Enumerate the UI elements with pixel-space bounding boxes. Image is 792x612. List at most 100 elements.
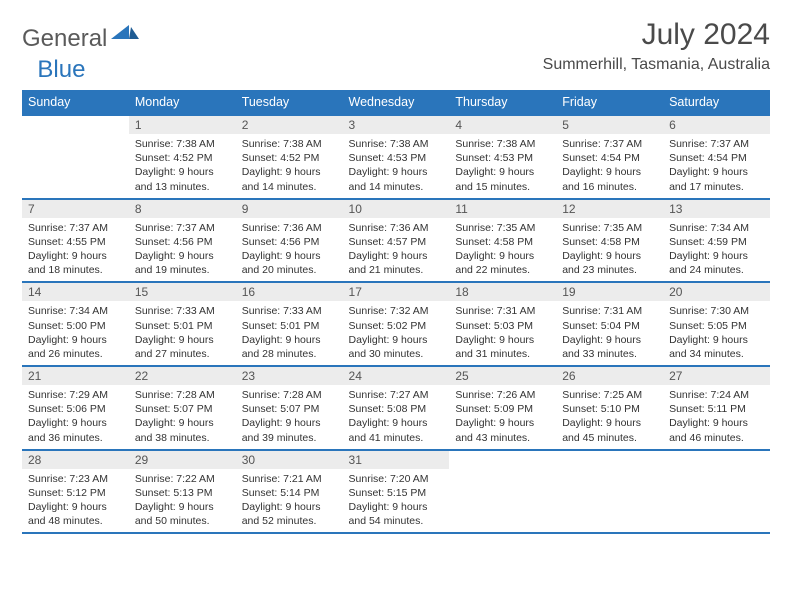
day-details: Sunrise: 7:37 AMSunset: 4:54 PMDaylight:… (556, 134, 663, 198)
day-detail-line: Sunrise: 7:28 AM (242, 388, 337, 402)
calendar-day-cell: 1Sunrise: 7:38 AMSunset: 4:52 PMDaylight… (129, 115, 236, 199)
day-detail-line: and 34 minutes. (669, 347, 764, 361)
day-detail-line: Sunrise: 7:36 AM (349, 221, 444, 235)
day-details: Sunrise: 7:27 AMSunset: 5:08 PMDaylight:… (343, 385, 450, 449)
day-detail-line: Daylight: 9 hours (455, 333, 550, 347)
calendar-week-row: 28Sunrise: 7:23 AMSunset: 5:12 PMDayligh… (22, 450, 770, 534)
month-title: July 2024 (543, 18, 770, 52)
day-details: Sunrise: 7:38 AMSunset: 4:52 PMDaylight:… (236, 134, 343, 198)
day-details: Sunrise: 7:23 AMSunset: 5:12 PMDaylight:… (22, 469, 129, 533)
day-detail-line: Sunset: 5:12 PM (28, 486, 123, 500)
logo-text-1: General (22, 25, 107, 53)
day-detail-line: Daylight: 9 hours (349, 249, 444, 263)
day-detail-line: and 14 minutes. (349, 180, 444, 194)
day-detail-line: Sunrise: 7:29 AM (28, 388, 123, 402)
day-detail-line: Sunrise: 7:33 AM (135, 304, 230, 318)
day-number: 7 (22, 200, 129, 218)
day-number: 14 (22, 283, 129, 301)
day-detail-line: Daylight: 9 hours (135, 500, 230, 514)
day-number: 24 (343, 367, 450, 385)
calendar-table: SundayMondayTuesdayWednesdayThursdayFrid… (22, 90, 770, 534)
day-detail-line: Sunrise: 7:38 AM (135, 137, 230, 151)
day-number: 20 (663, 283, 770, 301)
day-details: Sunrise: 7:35 AMSunset: 4:58 PMDaylight:… (449, 218, 556, 282)
day-number: 28 (22, 451, 129, 469)
day-detail-line: Sunrise: 7:22 AM (135, 472, 230, 486)
day-detail-line: and 33 minutes. (562, 347, 657, 361)
weekday-header: Thursday (449, 90, 556, 115)
day-detail-line: Sunset: 5:08 PM (349, 402, 444, 416)
day-detail-line: Sunset: 4:52 PM (242, 151, 337, 165)
day-detail-line: Sunset: 4:56 PM (135, 235, 230, 249)
calendar-day-cell: 10Sunrise: 7:36 AMSunset: 4:57 PMDayligh… (343, 199, 450, 283)
day-detail-line: Daylight: 9 hours (349, 500, 444, 514)
calendar-day-cell: 28Sunrise: 7:23 AMSunset: 5:12 PMDayligh… (22, 450, 129, 534)
calendar-day-cell: 4Sunrise: 7:38 AMSunset: 4:53 PMDaylight… (449, 115, 556, 199)
day-details: Sunrise: 7:37 AMSunset: 4:55 PMDaylight:… (22, 218, 129, 282)
calendar-day-cell: 7Sunrise: 7:37 AMSunset: 4:55 PMDaylight… (22, 199, 129, 283)
day-number: 26 (556, 367, 663, 385)
day-details: Sunrise: 7:32 AMSunset: 5:02 PMDaylight:… (343, 301, 450, 365)
logo-text-2: Blue (37, 56, 85, 84)
day-detail-line: Daylight: 9 hours (349, 165, 444, 179)
day-details: Sunrise: 7:26 AMSunset: 5:09 PMDaylight:… (449, 385, 556, 449)
day-detail-line: and 13 minutes. (135, 180, 230, 194)
day-details: Sunrise: 7:38 AMSunset: 4:53 PMDaylight:… (449, 134, 556, 198)
calendar-day-cell: 29Sunrise: 7:22 AMSunset: 5:13 PMDayligh… (129, 450, 236, 534)
day-details: Sunrise: 7:37 AMSunset: 4:56 PMDaylight:… (129, 218, 236, 282)
day-detail-line: and 28 minutes. (242, 347, 337, 361)
day-details: Sunrise: 7:30 AMSunset: 5:05 PMDaylight:… (663, 301, 770, 365)
day-detail-line: and 50 minutes. (135, 514, 230, 528)
day-detail-line: Sunrise: 7:26 AM (455, 388, 550, 402)
day-detail-line: Sunrise: 7:31 AM (455, 304, 550, 318)
day-detail-line: Sunset: 4:53 PM (455, 151, 550, 165)
day-details: Sunrise: 7:22 AMSunset: 5:13 PMDaylight:… (129, 469, 236, 533)
weekday-header: Wednesday (343, 90, 450, 115)
day-detail-line: Daylight: 9 hours (135, 416, 230, 430)
day-detail-line: Sunrise: 7:35 AM (455, 221, 550, 235)
day-details: Sunrise: 7:33 AMSunset: 5:01 PMDaylight:… (236, 301, 343, 365)
calendar-day-cell: 22Sunrise: 7:28 AMSunset: 5:07 PMDayligh… (129, 366, 236, 450)
day-details: Sunrise: 7:38 AMSunset: 4:52 PMDaylight:… (129, 134, 236, 198)
day-number: 29 (129, 451, 236, 469)
day-number: 13 (663, 200, 770, 218)
day-detail-line: Sunrise: 7:37 AM (669, 137, 764, 151)
day-detail-line: Sunrise: 7:38 AM (349, 137, 444, 151)
day-number: 27 (663, 367, 770, 385)
day-detail-line: and 14 minutes. (242, 180, 337, 194)
day-details: Sunrise: 7:36 AMSunset: 4:56 PMDaylight:… (236, 218, 343, 282)
day-details: Sunrise: 7:25 AMSunset: 5:10 PMDaylight:… (556, 385, 663, 449)
weekday-header: Sunday (22, 90, 129, 115)
weekday-header: Tuesday (236, 90, 343, 115)
day-detail-line: and 22 minutes. (455, 263, 550, 277)
day-detail-line: Sunset: 5:01 PM (242, 319, 337, 333)
day-detail-line: and 17 minutes. (669, 180, 764, 194)
day-details: Sunrise: 7:35 AMSunset: 4:58 PMDaylight:… (556, 218, 663, 282)
day-detail-line: Daylight: 9 hours (28, 500, 123, 514)
calendar-day-cell: 9Sunrise: 7:36 AMSunset: 4:56 PMDaylight… (236, 199, 343, 283)
day-detail-line: Sunrise: 7:34 AM (669, 221, 764, 235)
day-detail-line: Daylight: 9 hours (562, 333, 657, 347)
day-detail-line: Daylight: 9 hours (28, 249, 123, 263)
day-detail-line: Sunset: 5:09 PM (455, 402, 550, 416)
day-details: Sunrise: 7:34 AMSunset: 5:00 PMDaylight:… (22, 301, 129, 365)
day-detail-line: Daylight: 9 hours (455, 249, 550, 263)
day-detail-line: Daylight: 9 hours (455, 416, 550, 430)
day-number: 22 (129, 367, 236, 385)
calendar-day-cell: 25Sunrise: 7:26 AMSunset: 5:09 PMDayligh… (449, 366, 556, 450)
day-detail-line: and 15 minutes. (455, 180, 550, 194)
day-detail-line: and 23 minutes. (562, 263, 657, 277)
calendar-empty-cell (449, 450, 556, 534)
calendar-week-row: 7Sunrise: 7:37 AMSunset: 4:55 PMDaylight… (22, 199, 770, 283)
weekday-header-row: SundayMondayTuesdayWednesdayThursdayFrid… (22, 90, 770, 115)
day-detail-line: and 21 minutes. (349, 263, 444, 277)
day-number: 18 (449, 283, 556, 301)
day-detail-line: Sunset: 5:02 PM (349, 319, 444, 333)
day-detail-line: and 16 minutes. (562, 180, 657, 194)
day-detail-line: Sunset: 5:00 PM (28, 319, 123, 333)
calendar-day-cell: 3Sunrise: 7:38 AMSunset: 4:53 PMDaylight… (343, 115, 450, 199)
day-detail-line: Daylight: 9 hours (135, 333, 230, 347)
calendar-day-cell: 21Sunrise: 7:29 AMSunset: 5:06 PMDayligh… (22, 366, 129, 450)
day-number: 1 (129, 116, 236, 134)
day-detail-line: Daylight: 9 hours (669, 333, 764, 347)
